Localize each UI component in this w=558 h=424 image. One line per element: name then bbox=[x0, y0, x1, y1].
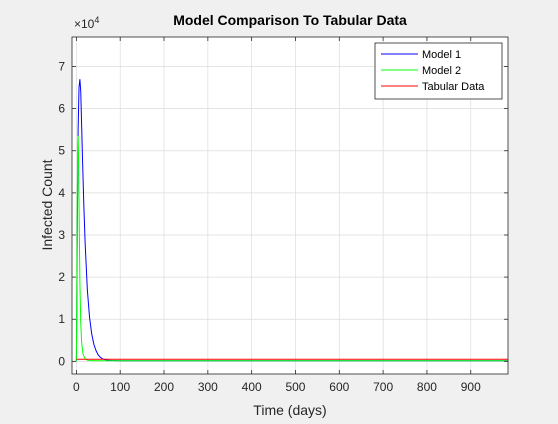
legend-label-model-2: Model 2 bbox=[422, 65, 461, 77]
x-tick-label: 800 bbox=[417, 380, 437, 394]
legend[interactable]: Model 1 Model 2 Tabular Data bbox=[374, 42, 503, 100]
series-line-model-2 bbox=[75, 135, 508, 362]
x-tick-label: 600 bbox=[329, 380, 349, 394]
x-tick-label: 200 bbox=[154, 380, 174, 394]
y-tick-label: 1 bbox=[58, 312, 65, 326]
y-axis-label: Infected Count bbox=[39, 159, 55, 250]
y-axis-ticks: 0 1 2 3 4 5 6 7 bbox=[58, 59, 508, 368]
x-axis-label: Time (days) bbox=[253, 402, 326, 418]
x-axis-ticks: 0 100 200 300 400 500 600 700 800 900 bbox=[73, 37, 481, 394]
y-exponent-power: 4 bbox=[94, 15, 99, 25]
y-exponent-label: ×104 bbox=[74, 15, 99, 31]
legend-label-tabular-data: Tabular Data bbox=[422, 81, 485, 93]
y-tick-label: 3 bbox=[58, 228, 65, 242]
y-tick-label: 7 bbox=[58, 59, 65, 73]
x-tick-label: 500 bbox=[285, 380, 305, 394]
plot-frame bbox=[71, 36, 509, 375]
y-tick-label: 5 bbox=[58, 144, 65, 158]
x-tick-label: 300 bbox=[198, 380, 218, 394]
x-tick-label: 400 bbox=[242, 380, 262, 394]
x-tick-label: 100 bbox=[110, 380, 130, 394]
chart-title: Model Comparison To Tabular Data bbox=[173, 12, 407, 28]
legend-box bbox=[374, 42, 503, 100]
x-tick-label: 900 bbox=[461, 380, 481, 394]
series-layer bbox=[75, 79, 508, 362]
x-tick-label: 700 bbox=[373, 380, 393, 394]
y-exponent-base: ×10 bbox=[74, 17, 95, 31]
x-tick-label: 0 bbox=[73, 380, 80, 394]
y-tick-label: 0 bbox=[58, 354, 65, 368]
legend-label-model-1: Model 1 bbox=[422, 49, 461, 61]
y-tick-label: 2 bbox=[58, 270, 65, 284]
y-tick-label: 4 bbox=[58, 186, 65, 200]
y-tick-label: 6 bbox=[58, 102, 65, 116]
